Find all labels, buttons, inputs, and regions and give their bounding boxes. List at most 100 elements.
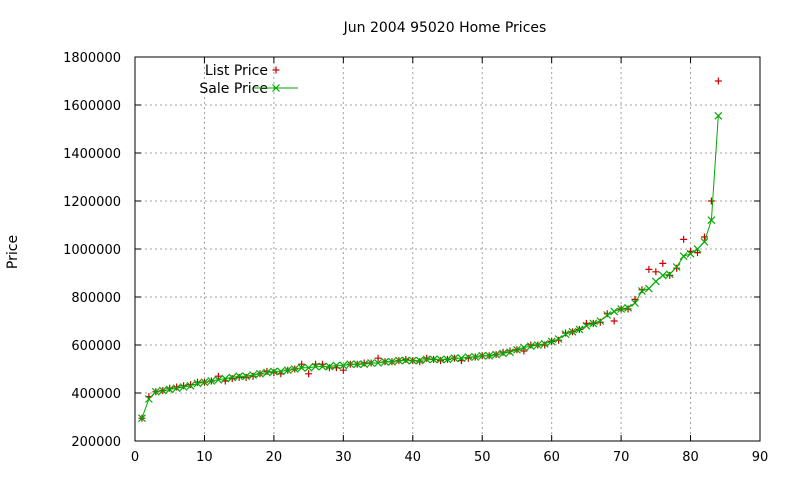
x-tick-label: 70 xyxy=(613,450,630,465)
data-point-sale-price xyxy=(624,303,632,312)
data-point-sale-price xyxy=(526,342,535,351)
plot-frame xyxy=(134,56,761,442)
data-point-sale-price xyxy=(589,319,598,328)
data-point-sale-price xyxy=(256,369,264,378)
data-point-sale-price xyxy=(346,360,355,369)
data-point-sale-price xyxy=(610,307,619,316)
data-point-sale-price xyxy=(381,357,389,366)
data-point-sale-price xyxy=(235,372,244,381)
data-point-sale-price xyxy=(429,355,438,364)
data-point-sale-price xyxy=(144,395,153,403)
legend-marker-sale-price xyxy=(272,84,280,92)
data-point-sale-price xyxy=(304,363,313,372)
data-point-list-price xyxy=(666,271,674,279)
data-point-sale-price xyxy=(200,378,209,387)
data-point-sale-price xyxy=(638,287,646,295)
data-point-list-price xyxy=(541,341,549,349)
data-point-sale-price xyxy=(158,386,167,395)
data-point-list-price xyxy=(464,354,472,362)
legend-label-list-price: List Price xyxy=(205,63,268,79)
y-tick-label: 1000000 xyxy=(63,243,121,258)
data-point-sale-price xyxy=(464,353,473,361)
data-point-sale-price xyxy=(533,341,542,349)
data-point-sale-price xyxy=(596,317,605,325)
series-line-sale-price xyxy=(141,115,719,419)
data-point-sale-price xyxy=(151,387,160,396)
data-point-sale-price xyxy=(631,299,639,307)
chart-title: Jun 2004 95020 Home Prices xyxy=(343,20,547,36)
data-point-sale-price xyxy=(172,384,181,393)
data-point-sale-price xyxy=(179,383,188,391)
data-point-list-price xyxy=(610,317,618,325)
data-point-sale-price xyxy=(283,366,292,375)
y-tick-label: 1800000 xyxy=(63,51,121,66)
data-point-list-price xyxy=(360,359,368,367)
data-point-list-price xyxy=(166,384,174,392)
data-point-sale-price xyxy=(478,351,487,360)
y-tick-label: 800000 xyxy=(71,291,121,306)
y-tick-label: 1600000 xyxy=(63,99,121,114)
data-point-sale-price xyxy=(471,353,480,361)
x-tick-label: 40 xyxy=(405,450,422,465)
data-point-sale-price xyxy=(401,356,410,365)
data-point-sale-price xyxy=(249,371,257,379)
data-point-sale-price xyxy=(436,355,445,364)
data-point-list-price xyxy=(242,373,250,381)
data-point-sale-price xyxy=(707,216,716,225)
data-point-list-price xyxy=(194,378,201,386)
data-point-sale-price xyxy=(554,335,563,343)
y-axis-label: Price xyxy=(5,235,21,269)
data-point-sale-price xyxy=(644,284,653,293)
data-point-sale-price xyxy=(547,337,556,346)
data-point-sale-price xyxy=(679,252,688,261)
x-tick-label: 0 xyxy=(131,450,139,465)
data-point-list-price xyxy=(235,373,243,381)
data-point-sale-price xyxy=(658,271,667,280)
data-point-list-price xyxy=(325,364,333,372)
x-tick-label: 20 xyxy=(266,450,283,465)
data-point-sale-price xyxy=(506,348,514,357)
data-point-sale-price xyxy=(450,354,459,363)
data-point-list-price xyxy=(249,372,257,380)
data-point-list-price xyxy=(520,347,528,355)
data-point-sale-price xyxy=(651,277,660,286)
data-point-sale-price xyxy=(422,355,431,364)
data-point-sale-price xyxy=(207,377,216,385)
data-point-sale-price xyxy=(700,237,709,246)
data-point-sale-price xyxy=(193,379,202,388)
legend-marker-list-price xyxy=(272,66,280,74)
data-point-sale-price xyxy=(318,362,327,371)
data-point-list-price xyxy=(624,305,632,313)
data-point-sale-price xyxy=(360,360,369,369)
x-tick-label: 10 xyxy=(196,450,213,465)
data-point-list-price xyxy=(499,348,507,356)
data-point-sale-price xyxy=(672,263,681,271)
data-point-list-price xyxy=(305,370,313,378)
legend-label-sale-price: Sale Price xyxy=(199,81,268,97)
data-point-sale-price xyxy=(457,354,466,363)
grid-lines xyxy=(135,57,760,441)
data-point-sale-price xyxy=(165,385,174,394)
x-tick-label: 90 xyxy=(752,450,769,465)
data-point-sale-price xyxy=(519,343,528,352)
data-point-list-price xyxy=(700,233,708,241)
data-point-sale-price xyxy=(214,375,223,384)
data-point-sale-price xyxy=(374,359,382,367)
data-point-sale-price xyxy=(561,330,570,339)
x-tick-label: 30 xyxy=(335,450,352,465)
data-point-sale-price xyxy=(276,367,285,376)
data-point-sale-price xyxy=(221,374,230,383)
data-point-sale-price xyxy=(568,327,577,336)
axis-ticks: 0 10 20 30 40 50 60 70 80 90 200000 400000 600000 800… xyxy=(63,51,768,465)
data-point-sale-price xyxy=(269,367,278,376)
data-point-sale-price xyxy=(186,381,195,390)
data-point-sale-price xyxy=(138,414,146,423)
data-point-sale-price xyxy=(499,349,507,358)
data-point-sale-price xyxy=(290,365,299,373)
data-point-sale-price xyxy=(408,356,417,365)
data-point-sale-price xyxy=(325,362,334,371)
data-point-sale-price xyxy=(297,363,306,372)
data-point-sale-price xyxy=(617,305,626,313)
x-tick-label: 50 xyxy=(474,450,491,465)
